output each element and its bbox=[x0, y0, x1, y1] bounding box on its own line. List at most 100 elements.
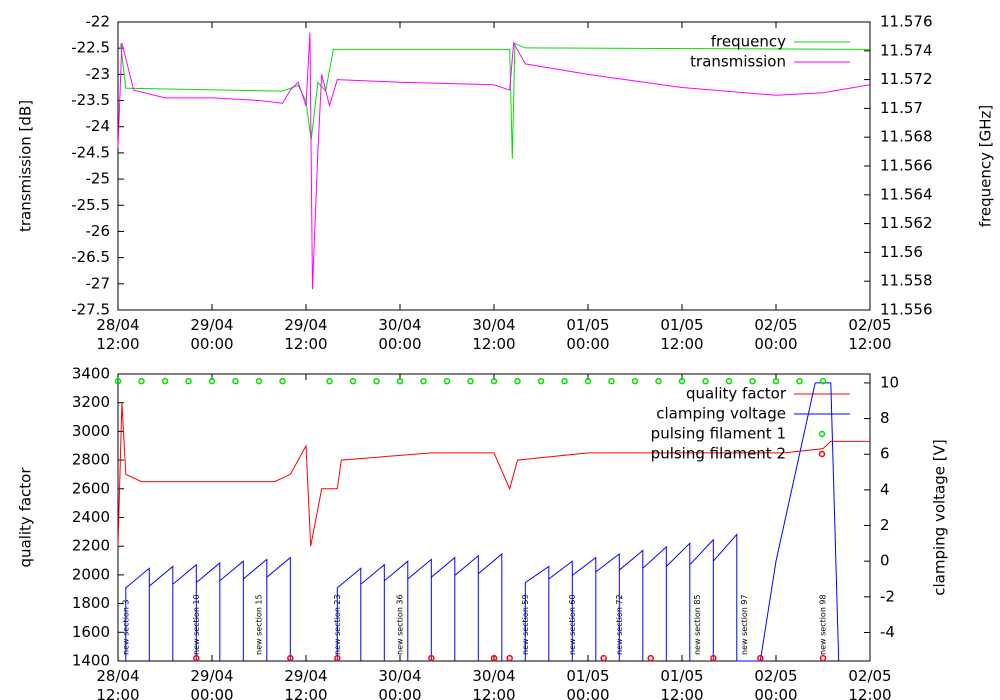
y-tick-label: -25.5 bbox=[71, 196, 110, 214]
x-tick-label: 30/04 00:00 bbox=[378, 667, 422, 700]
series-point bbox=[443, 377, 451, 385]
y2-axis-title: frequency [GHz] bbox=[977, 105, 995, 227]
x-tick-label: 02/05 00:00 bbox=[754, 667, 798, 700]
series-point bbox=[584, 377, 592, 385]
y-tick-label: 2600 bbox=[72, 479, 110, 497]
y2-tick-label: 6 bbox=[880, 445, 890, 463]
legend-label: pulsing filament 1 bbox=[651, 425, 786, 443]
y-tick-label: 1800 bbox=[72, 594, 110, 612]
x-tick-label: 01/05 00:00 bbox=[566, 667, 610, 700]
x-tick-label: 30/04 12:00 bbox=[472, 316, 516, 353]
y-tick-label: -27 bbox=[86, 274, 111, 292]
series-point bbox=[138, 377, 145, 385]
series-point bbox=[655, 377, 662, 385]
y2-tick-label: 2 bbox=[880, 516, 890, 534]
x-tick-label: 28/04 12:00 bbox=[96, 316, 140, 353]
y-tick-label: 2400 bbox=[72, 508, 110, 526]
legend-label: clamping voltage bbox=[656, 405, 786, 423]
y-tick-label: 3200 bbox=[72, 393, 110, 411]
series-point bbox=[349, 377, 357, 385]
series-point bbox=[514, 377, 521, 385]
series-line bbox=[117, 402, 870, 547]
y-tick-label: 3400 bbox=[72, 365, 110, 383]
y2-tick-label: -4 bbox=[880, 623, 895, 641]
y-tick-label: 2000 bbox=[72, 565, 110, 583]
series-point bbox=[467, 377, 474, 385]
y2-tick-label: 11.562 bbox=[880, 214, 933, 232]
series-point bbox=[710, 654, 717, 662]
y-tick-label: 2200 bbox=[72, 537, 110, 555]
series-point bbox=[772, 377, 780, 385]
y-tick-label: -26.5 bbox=[71, 248, 110, 266]
series-point bbox=[749, 377, 756, 385]
y2-axis-title: clamping voltage [V] bbox=[931, 439, 949, 595]
x-tick-label: 29/04 12:00 bbox=[284, 316, 328, 353]
y2-tick-label: 11.57 bbox=[880, 99, 923, 117]
series-point bbox=[537, 377, 545, 385]
y2-tick-label: 11.556 bbox=[880, 301, 933, 319]
series-point bbox=[608, 377, 615, 385]
y-tick-label: -25 bbox=[86, 170, 111, 188]
x-tick-label: 29/04 00:00 bbox=[190, 667, 234, 700]
x-tick-label: 01/05 12:00 bbox=[660, 667, 704, 700]
y-tick-label: -27.5 bbox=[71, 301, 110, 319]
series-point bbox=[678, 377, 686, 385]
y2-tick-label: 11.574 bbox=[880, 41, 933, 59]
series-point bbox=[161, 377, 169, 385]
series-point bbox=[114, 377, 122, 385]
series-point bbox=[373, 377, 380, 385]
series-point bbox=[326, 377, 333, 385]
series-line bbox=[117, 32, 871, 290]
legend-label: frequency bbox=[711, 33, 786, 51]
x-tick-label: 30/04 00:00 bbox=[378, 316, 422, 353]
series-point bbox=[600, 654, 607, 662]
y2-tick-label: 11.56 bbox=[880, 243, 923, 261]
y2-tick-label: 11.564 bbox=[880, 185, 933, 203]
y-axis-title: quality factor bbox=[17, 467, 35, 568]
annotation: new section 97 bbox=[740, 594, 749, 655]
y2-tick-label: 4 bbox=[880, 480, 890, 498]
y2-tick-label: 11.572 bbox=[880, 70, 933, 88]
x-tick-label: 30/04 12:00 bbox=[472, 667, 516, 700]
series-point bbox=[819, 377, 827, 385]
y-tick-label: -24.5 bbox=[71, 143, 110, 161]
series-line bbox=[120, 42, 871, 159]
y2-tick-label: 8 bbox=[880, 409, 890, 427]
y-tick-label: -22.5 bbox=[71, 39, 110, 57]
x-tick-label: 01/05 12:00 bbox=[660, 316, 704, 353]
series-point bbox=[334, 654, 341, 662]
y-tick-label: 2800 bbox=[72, 451, 110, 469]
series-point bbox=[193, 654, 200, 662]
y2-tick-label: 11.566 bbox=[880, 157, 933, 175]
series-point bbox=[208, 377, 216, 385]
series-point bbox=[506, 654, 513, 662]
y-tick-label: -23.5 bbox=[71, 91, 110, 109]
x-tick-label: 02/05 00:00 bbox=[754, 316, 798, 353]
series-point bbox=[420, 377, 427, 385]
y2-tick-label: 11.576 bbox=[880, 13, 933, 31]
series-point bbox=[279, 377, 286, 385]
series-point bbox=[647, 654, 654, 662]
y-tick-label: 3000 bbox=[72, 422, 110, 440]
y-axis-title: transmission [dB] bbox=[17, 100, 35, 232]
y2-tick-label: 11.558 bbox=[880, 272, 933, 290]
y-tick-label: -24 bbox=[86, 117, 111, 135]
x-tick-label: 29/04 00:00 bbox=[190, 316, 234, 353]
series-point bbox=[561, 377, 568, 385]
x-tick-label: 29/04 12:00 bbox=[284, 667, 328, 700]
annotation: new section 36 bbox=[396, 594, 405, 655]
x-tick-label: 02/05 12:00 bbox=[848, 316, 892, 353]
legend-key bbox=[818, 430, 826, 438]
series-point bbox=[702, 377, 709, 385]
series-point bbox=[757, 654, 764, 662]
y-tick-label: -26 bbox=[86, 222, 111, 240]
y-tick-label: 1400 bbox=[72, 652, 110, 670]
legend-label: transmission bbox=[690, 53, 786, 71]
y2-tick-label: -2 bbox=[880, 587, 895, 605]
series-point bbox=[490, 377, 498, 385]
annotation: new section 98 bbox=[819, 594, 828, 655]
series-point bbox=[185, 377, 192, 385]
x-tick-label: 28/04 12:00 bbox=[96, 667, 140, 700]
series-point bbox=[396, 377, 404, 385]
